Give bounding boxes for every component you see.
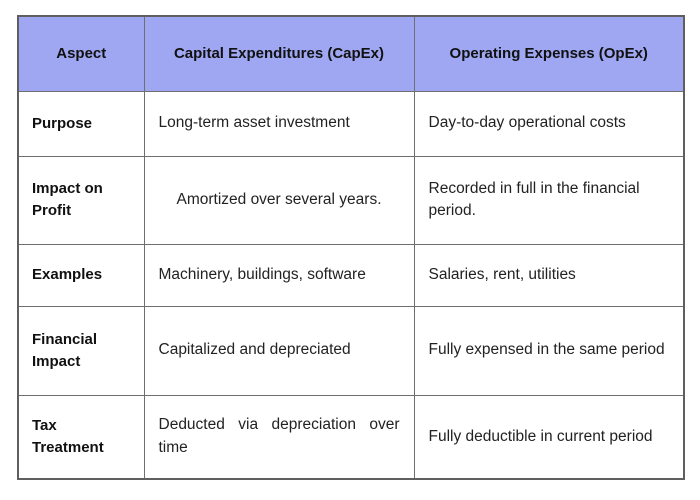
header-aspect: Aspect [17,15,145,92]
aspect-label: Financial Impact [17,305,145,396]
capex-value: Long-term asset investment [143,90,415,157]
opex-value: Day-to-day operational costs [413,90,685,157]
capex-value: Machinery, buildings, software [143,243,415,307]
opex-value: Fully expensed in the same period [413,305,685,396]
capex-opex-comparison-table: Aspect Capital Expenditures (CapEx) Oper… [17,15,685,480]
aspect-label: Examples [17,243,145,307]
aspect-label: Tax Treatment [17,394,145,480]
table-row-financial-impact: Financial Impact Capitalized and depreci… [17,305,685,396]
capex-value: Amortized over several years. [143,155,415,245]
table-row-examples: Examples Machinery, buildings, software … [17,243,685,307]
capex-value: Capitalized and depreciated [143,305,415,396]
capex-value: Deducted via depreciation over time [143,394,415,480]
opex-value: Salaries, rent, utilities [413,243,685,307]
aspect-label: Impact on Profit [17,155,145,245]
table-row-impact-on-profit: Impact on Profit Amortized over several … [17,155,685,245]
header-capex: Capital Expenditures (CapEx) [143,15,415,92]
opex-value: Recorded in full in the financial period… [413,155,685,245]
table-row-tax-treatment: Tax Treatment Deducted via depreciation … [17,394,685,480]
header-opex: Operating Expenses (OpEx) [413,15,685,92]
opex-value: Fully deductible in current period [413,394,685,480]
aspect-label: Purpose [17,90,145,157]
table-header-row: Aspect Capital Expenditures (CapEx) Oper… [17,15,685,92]
table-row-purpose: Purpose Long-term asset investment Day-t… [17,90,685,157]
